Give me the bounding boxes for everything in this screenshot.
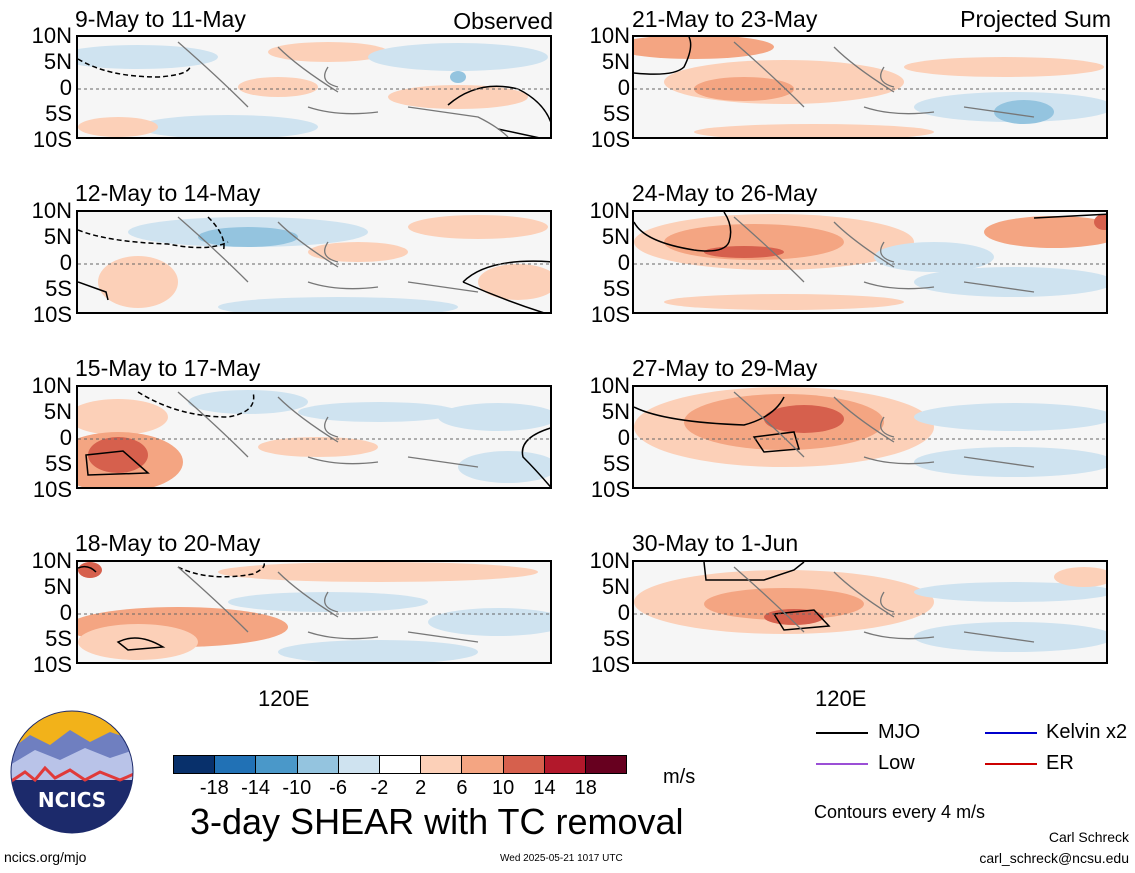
colorbar-tick-label: 10 xyxy=(492,777,515,799)
colorbar-tick-label: 6 xyxy=(456,777,468,799)
panel-title-2: 12-May to 14-May xyxy=(75,180,261,206)
latitude-label: 5N xyxy=(43,224,72,249)
colorbar xyxy=(173,755,627,774)
latitude-label: 0 xyxy=(59,425,72,450)
map-panel-2 xyxy=(76,210,552,314)
legend-er-label: ER xyxy=(1046,752,1074,774)
colorbar-tick-label: -6 xyxy=(329,777,347,799)
footer-timestamp: Wed 2025-05-21 1017 UTC xyxy=(500,853,623,864)
colorbar-swatch xyxy=(462,756,504,773)
latitude-label: 5N xyxy=(43,574,72,599)
latitude-label: 10N xyxy=(31,23,72,48)
observed-label: Observed xyxy=(453,8,553,34)
latitude-label: 5S xyxy=(45,451,72,476)
map-panel-3 xyxy=(76,385,552,489)
latitude-label: 10N xyxy=(31,373,72,398)
colorbar-swatch xyxy=(585,756,627,773)
latitude-label: 10S xyxy=(590,302,630,327)
latitude-label: 0 xyxy=(617,600,630,625)
footer-author: Carl Schreck xyxy=(1048,829,1129,845)
legend-low-line xyxy=(816,763,868,765)
latitude-label: 10S xyxy=(32,477,72,502)
panel-title-1: 9-May to 11-May xyxy=(75,6,246,32)
main-title: 3-day SHEAR with TC removal xyxy=(190,801,684,842)
latitude-label: 10N xyxy=(589,23,630,48)
latitude-label: 10N xyxy=(589,548,630,573)
colorbar-tick-label: -18 xyxy=(199,777,229,799)
colorbar-swatch xyxy=(297,756,339,773)
map-panel-4 xyxy=(76,560,552,664)
contour-note: Contours every 4 m/s xyxy=(814,802,986,822)
longitude-label-left: 120E xyxy=(258,686,310,711)
latitude-label: 5N xyxy=(601,224,630,249)
latitude-label: 0 xyxy=(617,75,630,100)
colorbar-swatch xyxy=(421,756,463,773)
colorbar-tick-label: 18 xyxy=(574,777,597,799)
latitude-label: 5N xyxy=(601,49,630,74)
latitude-label: 5S xyxy=(603,451,630,476)
map-panel-8 xyxy=(632,560,1108,664)
latitude-label: 0 xyxy=(59,250,72,275)
colorbar-swatch xyxy=(379,756,422,773)
legend-mjo-line xyxy=(816,732,868,734)
legend-kelvin-line xyxy=(985,732,1037,734)
latitude-label: 5S xyxy=(603,276,630,301)
panel-title-3: 15-May to 17-May xyxy=(75,355,261,381)
legend-mjo-label: MJO xyxy=(878,721,921,743)
map-panel-6 xyxy=(632,210,1108,314)
colorbar-swatch xyxy=(256,756,298,773)
latitude-label: 5S xyxy=(603,626,630,651)
latitude-label: 5S xyxy=(603,101,630,126)
latitude-label: 0 xyxy=(59,75,72,100)
colorbar-swatch xyxy=(174,756,216,773)
colorbar-tick-label: 2 xyxy=(415,777,427,799)
colorbar-tick-label: 14 xyxy=(533,777,556,799)
footer-url[interactable]: ncics.org/mjo xyxy=(4,849,87,865)
legend-low-label: Low xyxy=(878,752,915,774)
colorbar-unit: m/s xyxy=(663,766,696,788)
latitude-label: 5N xyxy=(43,49,72,74)
latitude-label: 0 xyxy=(617,425,630,450)
latitude-label: 10S xyxy=(32,652,72,677)
colorbar-tick-label: -14 xyxy=(241,777,270,799)
colorbar-swatch xyxy=(503,756,545,773)
map-panel-5 xyxy=(632,35,1108,139)
latitude-label: 5N xyxy=(601,399,630,424)
latitude-label: 5S xyxy=(45,276,72,301)
latitude-label: 10S xyxy=(32,127,72,152)
panel-title-6: 24-May to 26-May xyxy=(632,180,818,206)
latitude-label: 10N xyxy=(31,198,72,223)
panel-title-8: 30-May to 1-Jun xyxy=(632,530,799,556)
colorbar-swatch xyxy=(338,756,380,773)
map-panel-7 xyxy=(632,385,1108,489)
map-panel-1 xyxy=(76,35,552,139)
legend-er-line xyxy=(985,763,1037,765)
latitude-label: 10S xyxy=(32,302,72,327)
latitude-label: 0 xyxy=(617,250,630,275)
colorbar-swatch xyxy=(215,756,257,773)
latitude-label: 5N xyxy=(43,399,72,424)
legend-kelvin-label: Kelvin x2 xyxy=(1046,721,1128,743)
latitude-label: 10S xyxy=(590,477,630,502)
panel-title-4: 18-May to 20-May xyxy=(75,530,261,556)
ncics-logo: NCICS xyxy=(10,710,134,834)
latitude-label: 10S xyxy=(590,652,630,677)
colorbar-tick-label: -10 xyxy=(282,777,312,799)
longitude-label-right: 120E xyxy=(815,686,867,711)
latitude-label: 10N xyxy=(589,373,630,398)
latitude-label: 10N xyxy=(589,198,630,223)
latitude-label: 0 xyxy=(59,600,72,625)
colorbar-swatch xyxy=(544,756,586,773)
latitude-label: 5S xyxy=(45,626,72,651)
ncics-logo-text: NCICS xyxy=(37,788,107,812)
latitude-label: 10S xyxy=(590,127,630,152)
projected-sum-label: Projected Sum xyxy=(960,6,1111,32)
panel-title-5: 21-May to 23-May xyxy=(632,6,818,32)
panel-title-7: 27-May to 29-May xyxy=(632,355,818,381)
latitude-label: 5N xyxy=(601,574,630,599)
footer-email[interactable]: carl_schreck@ncsu.edu xyxy=(979,850,1129,866)
latitude-label: 5S xyxy=(45,101,72,126)
colorbar-tick-label: -2 xyxy=(370,777,389,799)
latitude-label: 10N xyxy=(31,548,72,573)
